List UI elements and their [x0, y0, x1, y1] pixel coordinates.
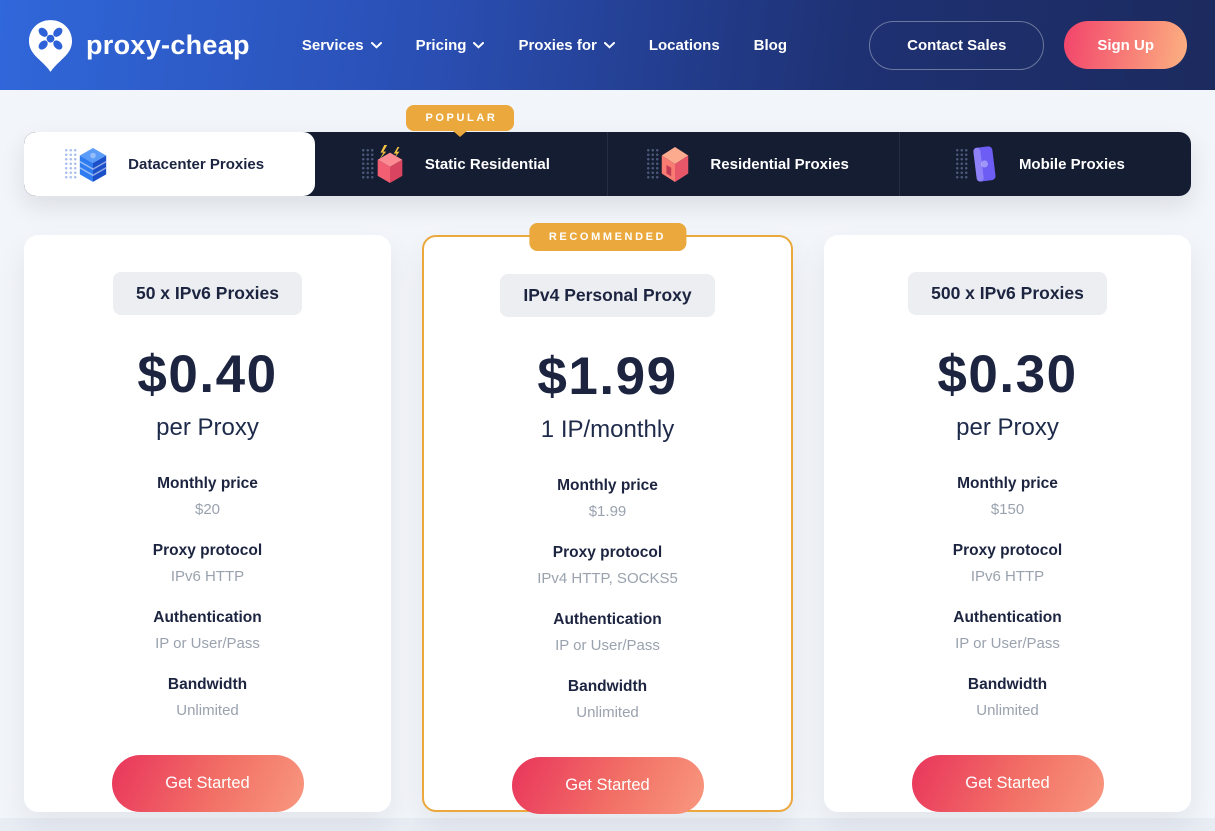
- tab-label: Residential Proxies: [710, 155, 849, 173]
- feature-label: Monthly price: [957, 475, 1058, 492]
- pricing-card-ipv6-50: 50 x IPv6 Proxies $0.40 per Proxy Monthl…: [24, 235, 391, 812]
- plan-price-unit: per Proxy: [956, 414, 1059, 441]
- feature-list: Monthly price $150 Proxy protocol IPv6 H…: [850, 475, 1165, 719]
- feature-label: Authentication: [553, 611, 662, 628]
- feature-proxy-protocol: Proxy protocol IPv6 HTTP: [850, 542, 1165, 585]
- nav-label: Locations: [648, 36, 720, 54]
- feature-authentication: Authentication IP or User/Pass: [850, 609, 1165, 652]
- plan-price: $0.40: [137, 345, 278, 404]
- nav-item-blog[interactable]: Blog: [754, 37, 787, 54]
- proxy-type-tabs: POPULAR Datacenter Proxies: [24, 105, 1191, 196]
- get-started-button[interactable]: Get Started: [911, 755, 1104, 812]
- top-nav-bar: proxy-cheap Services Pricing Proxies for…: [0, 0, 1215, 90]
- get-started-button[interactable]: Get Started: [511, 757, 704, 814]
- feature-value: IP or User/Pass: [955, 635, 1060, 652]
- nav-item-proxies-for[interactable]: Proxies for: [518, 36, 615, 54]
- feature-label: Bandwidth: [167, 676, 248, 693]
- contact-sales-button[interactable]: Contact Sales: [869, 20, 1045, 70]
- feature-label: Proxy protocol: [952, 542, 1063, 559]
- plan-price-unit: 1 IP/monthly: [540, 416, 675, 443]
- dots-decor: [646, 148, 660, 180]
- house-lightning-icon: [360, 143, 408, 185]
- nav-label: Proxies for: [518, 36, 597, 54]
- tab-bar: Datacenter Proxies Static Residential: [24, 132, 1191, 196]
- header-actions: Contact Sales Sign Up: [869, 20, 1187, 70]
- feature-value: IPv4 HTTP, SOCKS5: [537, 570, 678, 587]
- popular-badge: POPULAR: [406, 105, 515, 131]
- main-nav: Services Pricing Proxies for Locations B…: [302, 37, 787, 54]
- feature-monthly-price: Monthly price $150: [850, 475, 1165, 518]
- feature-monthly-price: Monthly price $20: [50, 475, 365, 518]
- dots-decor: [360, 148, 374, 180]
- tab-label: Static Residential: [424, 155, 550, 173]
- chevron-down-icon: [603, 41, 615, 49]
- tab-residential-proxies[interactable]: Residential Proxies: [606, 132, 899, 196]
- feature-value: IPv6 HTTP: [170, 568, 245, 585]
- recommended-badge: RECOMMENDED: [528, 223, 687, 251]
- feature-label: Bandwidth: [567, 678, 648, 695]
- plan-price: $1.99: [537, 347, 678, 406]
- phone-icon: [954, 143, 1002, 185]
- tab-datacenter-proxies[interactable]: Datacenter Proxies: [24, 132, 316, 196]
- feature-authentication: Authentication IP or User/Pass: [50, 609, 365, 652]
- feature-value: $20: [194, 501, 221, 518]
- feature-value: Unlimited: [176, 702, 239, 719]
- feature-value: IPv6 HTTP: [970, 568, 1045, 585]
- get-started-button[interactable]: Get Started: [111, 755, 304, 812]
- popular-badge-label: POPULAR: [425, 112, 498, 124]
- feature-label: Proxy protocol: [552, 544, 663, 561]
- logo[interactable]: proxy-cheap: [28, 19, 250, 72]
- feature-proxy-protocol: Proxy protocol IPv4 HTTP, SOCKS5: [450, 544, 765, 587]
- feature-bandwidth: Bandwidth Unlimited: [850, 676, 1165, 719]
- pricing-cards: 50 x IPv6 Proxies $0.40 per Proxy Monthl…: [24, 223, 1191, 814]
- nav-label: Blog: [753, 36, 787, 54]
- feature-value: $1.99: [588, 503, 627, 520]
- nav-label: Services: [301, 36, 364, 54]
- feature-label: Authentication: [953, 609, 1062, 626]
- tab-static-residential[interactable]: Static Residential: [315, 132, 606, 196]
- feature-label: Bandwidth: [967, 676, 1048, 693]
- nav-label: Pricing: [415, 36, 467, 54]
- feature-proxy-protocol: Proxy protocol IPv6 HTTP: [50, 542, 365, 585]
- tab-label: Mobile Proxies: [1018, 155, 1125, 173]
- feature-value: IP or User/Pass: [155, 635, 260, 652]
- feature-label: Authentication: [153, 609, 262, 626]
- tab-label: Datacenter Proxies: [128, 155, 265, 173]
- feature-label: Monthly price: [557, 477, 658, 494]
- server-icon: [64, 143, 111, 185]
- bottom-strip: [0, 818, 1215, 831]
- chevron-down-icon: [370, 41, 382, 49]
- plan-price-unit: per Proxy: [156, 414, 259, 441]
- pricing-card-ipv4-personal: RECOMMENDED IPv4 Personal Proxy $1.99 1 …: [422, 223, 793, 814]
- feature-value: IP or User/Pass: [555, 637, 660, 654]
- feature-value: Unlimited: [576, 704, 639, 721]
- dots-decor: [954, 148, 968, 180]
- house-icon: [646, 143, 693, 185]
- feature-value: $150: [990, 501, 1025, 518]
- feature-monthly-price: Monthly price $1.99: [450, 477, 765, 520]
- logo-text: proxy-cheap: [86, 29, 250, 60]
- feature-list: Monthly price $1.99 Proxy protocol IPv4 …: [450, 477, 765, 721]
- feature-authentication: Authentication IP or User/Pass: [450, 611, 765, 654]
- feature-label: Proxy protocol: [152, 542, 263, 559]
- logo-icon: [28, 19, 73, 72]
- feature-bandwidth: Bandwidth Unlimited: [450, 678, 765, 721]
- nav-item-pricing[interactable]: Pricing: [416, 37, 485, 54]
- feature-list: Monthly price $20 Proxy protocol IPv6 HT…: [50, 475, 365, 719]
- dots-decor: [64, 148, 78, 180]
- feature-value: Unlimited: [976, 702, 1039, 719]
- sign-up-button[interactable]: Sign Up: [1064, 21, 1187, 69]
- plan-price: $0.30: [937, 345, 1078, 404]
- plan-name: IPv4 Personal Proxy: [500, 274, 715, 317]
- plan-name: 50 x IPv6 Proxies: [112, 272, 303, 315]
- tab-mobile-proxies[interactable]: Mobile Proxies: [898, 132, 1191, 196]
- plan-name: 500 x IPv6 Proxies: [908, 272, 1107, 315]
- feature-bandwidth: Bandwidth Unlimited: [50, 676, 365, 719]
- pricing-card-ipv6-500: 500 x IPv6 Proxies $0.30 per Proxy Month…: [824, 235, 1191, 812]
- nav-item-locations[interactable]: Locations: [649, 37, 720, 54]
- nav-item-services[interactable]: Services: [302, 37, 382, 54]
- chevron-down-icon: [473, 41, 485, 49]
- feature-label: Monthly price: [157, 475, 258, 492]
